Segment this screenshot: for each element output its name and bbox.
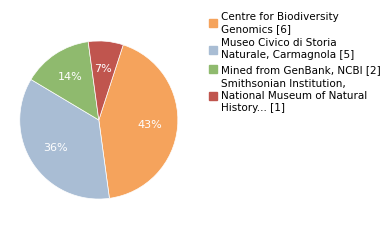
Legend: Centre for Biodiversity
Genomics [6], Museo Civico di Storia
Naturale, Carmagnol: Centre for Biodiversity Genomics [6], Mu… [207, 10, 380, 115]
Text: 14%: 14% [58, 72, 83, 82]
Wedge shape [99, 45, 178, 198]
Wedge shape [20, 79, 109, 199]
Text: 43%: 43% [138, 120, 162, 130]
Text: 36%: 36% [44, 143, 68, 153]
Text: 7%: 7% [95, 64, 112, 74]
Wedge shape [88, 41, 123, 120]
Wedge shape [31, 42, 99, 120]
